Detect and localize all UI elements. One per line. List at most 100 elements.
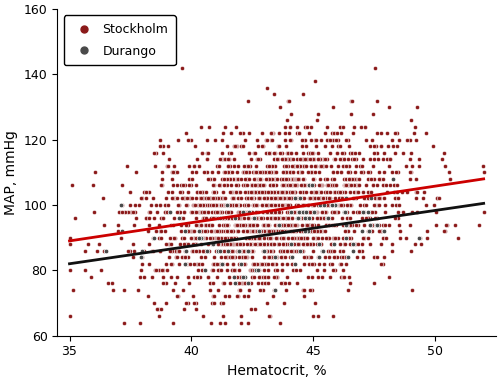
Stockholm [318, 209, 326, 215]
Stockholm [218, 228, 226, 234]
Stockholm [315, 202, 323, 208]
Stockholm [276, 248, 283, 254]
Stockholm [260, 222, 268, 228]
Stockholm [192, 209, 200, 215]
Stockholm [283, 209, 291, 215]
Stockholm [211, 196, 219, 202]
Stockholm [313, 241, 321, 247]
Stockholm [206, 235, 214, 241]
Stockholm [324, 202, 332, 208]
Stockholm [298, 176, 306, 182]
Stockholm [230, 189, 238, 195]
Stockholm [380, 150, 388, 156]
Stockholm [299, 189, 307, 195]
Stockholm [346, 189, 354, 195]
Stockholm [394, 215, 402, 221]
Stockholm [240, 215, 248, 221]
Stockholm [320, 202, 328, 208]
Stockholm [300, 293, 308, 299]
Stockholm [292, 228, 300, 234]
Stockholm [434, 196, 442, 202]
Stockholm [215, 163, 223, 169]
Stockholm [178, 235, 186, 241]
Stockholm [324, 235, 332, 241]
Stockholm [292, 267, 300, 274]
Stockholm [194, 235, 202, 241]
Stockholm [226, 176, 234, 182]
Stockholm [281, 280, 289, 286]
Stockholm [406, 248, 414, 254]
Stockholm [260, 182, 268, 188]
Stockholm [229, 261, 237, 267]
Stockholm [300, 156, 308, 162]
Stockholm [258, 143, 266, 149]
Stockholm [318, 202, 326, 208]
Stockholm [292, 222, 300, 228]
Stockholm [386, 156, 394, 162]
Stockholm [216, 228, 224, 234]
Stockholm [260, 228, 268, 234]
Stockholm [290, 182, 298, 188]
Stockholm [146, 202, 154, 208]
Stockholm [174, 248, 182, 254]
Stockholm [264, 300, 272, 306]
Stockholm [216, 182, 224, 188]
Stockholm [201, 209, 209, 215]
Stockholm [279, 189, 287, 195]
Stockholm [291, 222, 299, 228]
Stockholm [220, 280, 228, 286]
Stockholm [356, 169, 364, 175]
Stockholm [294, 241, 302, 247]
Stockholm [252, 228, 260, 234]
Stockholm [300, 156, 308, 162]
Stockholm [324, 196, 332, 202]
Stockholm [167, 261, 175, 267]
Stockholm [156, 228, 164, 234]
Stockholm [294, 130, 302, 136]
Stockholm [221, 222, 229, 228]
Stockholm [171, 196, 179, 202]
Stockholm [246, 241, 254, 247]
Stockholm [332, 182, 340, 188]
Stockholm [232, 222, 240, 228]
Stockholm [294, 202, 302, 208]
Stockholm [250, 261, 258, 267]
Stockholm [234, 248, 242, 254]
Stockholm [346, 143, 354, 149]
Stockholm [282, 202, 290, 208]
Stockholm [253, 156, 261, 162]
Stockholm [210, 189, 218, 195]
Stockholm [180, 182, 188, 188]
Stockholm [328, 209, 336, 215]
Stockholm [310, 209, 318, 215]
Stockholm [292, 176, 300, 182]
Stockholm [300, 163, 308, 169]
Stockholm [232, 202, 240, 208]
Stockholm [271, 176, 279, 182]
Stockholm [412, 189, 420, 195]
Stockholm [324, 215, 332, 221]
Stockholm [302, 215, 310, 221]
Stockholm [177, 182, 185, 188]
Durango [255, 228, 263, 234]
Durango [293, 215, 301, 221]
Stockholm [204, 209, 212, 215]
Stockholm [344, 235, 352, 241]
Stockholm [214, 215, 222, 221]
Stockholm [342, 241, 349, 247]
Stockholm [307, 254, 315, 260]
Stockholm [317, 189, 325, 195]
Stockholm [308, 261, 316, 267]
Stockholm [244, 202, 252, 208]
Stockholm [126, 248, 134, 254]
Stockholm [355, 248, 363, 254]
Stockholm [254, 137, 262, 143]
Durango [330, 241, 338, 247]
Stockholm [253, 228, 261, 234]
Stockholm [266, 228, 274, 234]
Stockholm [214, 215, 222, 221]
Stockholm [340, 156, 347, 162]
Stockholm [273, 176, 281, 182]
Stockholm [282, 215, 290, 221]
Stockholm [274, 189, 282, 195]
